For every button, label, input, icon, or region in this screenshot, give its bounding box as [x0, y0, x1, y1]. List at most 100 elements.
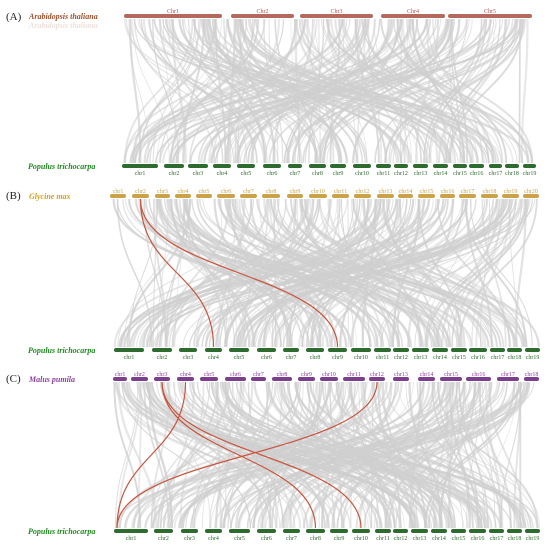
bottom-chromosome-bar-chr5: [237, 164, 255, 168]
collinear-link: [231, 198, 518, 348]
top-chromosome-bar-chr1: [110, 194, 126, 198]
top-chromosome-label-chr12: chr12: [356, 189, 370, 195]
bottom-chromosome-bar-chr11: [375, 529, 391, 533]
collinear-link: [401, 18, 439, 164]
collinear-link: [193, 381, 274, 529]
collinear-link: [214, 381, 254, 529]
top-chromosome-label-chr9: chr9: [301, 372, 312, 378]
top-chromosome-label-chr9: chr9: [290, 189, 301, 195]
top-chromosome-bar-chr10: [320, 377, 338, 381]
top-chromosome-label-chr17: chr17: [501, 372, 515, 378]
collinear-link: [137, 381, 143, 529]
collinear-link: [202, 18, 398, 164]
bottom-chromosome-label-chr12: chr12: [394, 171, 408, 177]
bottom-chromosome-label-chr11: chr11: [376, 355, 389, 361]
top-species-label: Malus pumila: [28, 375, 75, 384]
bottom-chromosome-label-chr3: chr3: [183, 355, 194, 361]
collinear-link: [132, 381, 278, 529]
collinear-link: [129, 18, 142, 164]
bottom-chromosome-bar-chr5: [229, 529, 250, 533]
collinear-link: [425, 18, 448, 164]
collinear-link: [427, 18, 490, 164]
collinear-link: [210, 18, 511, 164]
collinear-link: [193, 381, 344, 529]
bottom-chromosome-label-chr15: chr15: [453, 171, 467, 177]
collinear-link: [234, 18, 254, 164]
top-chromosome-label-chr15: chr15: [444, 372, 458, 378]
top-chromosome-bar-chr3: [154, 377, 170, 381]
top-chromosome-bar-chr2: [132, 194, 149, 198]
collinear-link: [228, 381, 453, 529]
bottom-chromosome-bar-chr15: [451, 348, 467, 352]
bottom-chromosome-label-chr16: chr16: [471, 355, 485, 361]
bottom-chromosome-bar-chr3: [188, 164, 208, 168]
bottom-chromosome-label-chr11: chr11: [376, 536, 389, 542]
top-chromosome-bar-chr18: [524, 377, 539, 381]
highlighted-links-layer: [116, 198, 378, 529]
bottom-chromosome-label-chr2: chr2: [158, 536, 169, 542]
collinear-link: [306, 381, 427, 529]
bottom-chromosome-label-chr13: chr13: [413, 536, 427, 542]
bottom-chromosome-label-chr10: chr10: [354, 355, 368, 361]
collinear-link: [302, 381, 471, 529]
bottom-chromosome-bar-chr14: [432, 348, 448, 352]
top-chromosome-bar-Chr2: [231, 14, 294, 18]
collinear-link: [170, 18, 260, 164]
collinear-link: [450, 18, 469, 164]
collinear-link: [129, 18, 429, 164]
bottom-chromosome-label-chr16: chr16: [470, 171, 484, 177]
collinear-link: [225, 381, 293, 529]
collinear-link: [388, 18, 468, 164]
bottom-chromosome-label-chr14: chr14: [432, 536, 446, 542]
collinear-link: [156, 381, 378, 529]
bottom-chromosome-label-chr3: chr3: [184, 536, 195, 542]
collinear-link: [189, 18, 486, 164]
collinear-link: [266, 381, 277, 529]
bottom-species-label: Populus trichocarpa: [28, 346, 95, 355]
collinear-link: [152, 18, 200, 164]
bottom-chromosome-bar-chr14: [431, 529, 447, 533]
collinear-link: [306, 198, 390, 348]
collinear-link: [311, 198, 420, 348]
top-chromosome-bar-chr15: [418, 194, 435, 198]
collinear-link: [115, 381, 521, 529]
collinear-link: [119, 381, 333, 529]
bottom-chromosome-bar-chr3: [179, 348, 197, 352]
top-chromosome-bar-chr16: [466, 377, 491, 381]
top-chromosome-bar-Chr5: [448, 14, 532, 18]
collinear-link: [156, 198, 523, 348]
top-chromosome-label-chr5: chr5: [199, 189, 210, 195]
collinear-link: [400, 18, 522, 164]
collinear-link: [423, 18, 483, 164]
highlighted-link-chr2-to-chr9: [139, 198, 339, 348]
collinear-link: [350, 198, 400, 348]
collinear-link: [238, 198, 318, 348]
collinear-link: [201, 381, 238, 529]
top-chromosome-bar-Chr4: [381, 14, 445, 18]
collinear-link: [143, 381, 170, 529]
collinear-link: [178, 198, 320, 348]
bottom-chromosome-label-chr18: chr18: [508, 536, 522, 542]
bottom-chromosome-label-chr9: chr9: [334, 536, 345, 542]
collinear-link: [155, 18, 492, 164]
top-chromosome-label-chr11: chr11: [334, 189, 347, 195]
collinear-link: [234, 18, 331, 164]
collinear-link: [158, 198, 247, 348]
top-chromosome-label-chr5: chr5: [204, 372, 215, 378]
collinear-link: [182, 18, 303, 164]
collinear-link: [253, 381, 439, 529]
bottom-chromosome-bar-chr1: [114, 348, 144, 352]
collinear-link: [170, 198, 255, 348]
collinear-link: [224, 18, 297, 164]
top-chromosome-bar-chr11: [343, 377, 365, 381]
highlighted-link-chr4-to-chr1: [116, 381, 187, 529]
collinear-link: [518, 18, 521, 164]
collinear-link: [480, 198, 490, 348]
bottom-chromosome-label-chr17: chr17: [490, 536, 504, 542]
collinear-links-layer: [112, 18, 541, 529]
top-chromosome-label-Chr5: Chr5: [484, 9, 496, 15]
top-chromosome-bar-Chr1: [124, 14, 222, 18]
bottom-chromosome-bar-chr11: [374, 348, 391, 352]
